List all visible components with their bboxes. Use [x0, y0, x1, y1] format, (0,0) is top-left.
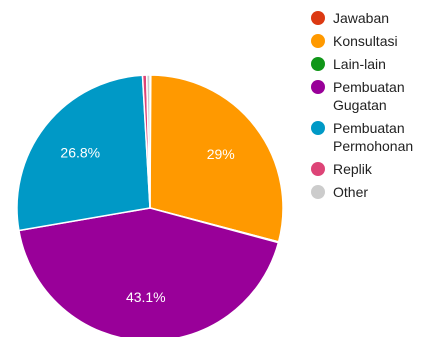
- slice-label-pembuatan-permohonan: 26.8%: [60, 145, 100, 161]
- legend-label-replik[interactable]: Replik: [333, 161, 373, 177]
- pie-slice-konsultasi[interactable]: [149, 74, 284, 243]
- pie-slice-other[interactable]: [145, 74, 151, 209]
- legend-label-other[interactable]: Other: [333, 184, 368, 200]
- legend-swatch-konsultasi: [311, 34, 325, 48]
- legend-swatch-replik: [311, 162, 325, 176]
- legend-label-jawaban[interactable]: Jawaban: [333, 10, 389, 26]
- legend-label-konsultasi[interactable]: Konsultasi: [333, 33, 398, 49]
- legend-swatch-pembuatan-permohonan: [311, 121, 325, 135]
- legend-label-pembuatan-permohonan[interactable]: Pembuatan Permohonan: [333, 120, 413, 154]
- legend-swatch-jawaban: [311, 11, 325, 25]
- legend-label-lain-lain[interactable]: Lain-lain: [333, 56, 386, 72]
- legend-label-pembuatan-gugatan[interactable]: Pembuatan Gugatan: [333, 79, 405, 113]
- pie-slice-labels: 29% 43.1% 26.8%: [60, 145, 234, 306]
- pie-slice-pembuatan-permohonan[interactable]: [16, 74, 151, 232]
- pie-slices: [16, 74, 284, 337]
- legend-swatch-pembuatan-gugatan: [311, 80, 325, 94]
- pie-slice-pembuatan-gugatan[interactable]: [18, 207, 280, 337]
- legend-swatch-lain-lain: [311, 57, 325, 71]
- legend-swatch-other: [311, 185, 325, 199]
- legend: Jawaban Konsultasi Lain-lain Pembuatan Gugat…: [311, 10, 413, 200]
- slice-label-pembuatan-gugatan: 43.1%: [126, 289, 166, 305]
- slice-label-konsultasi: 29%: [207, 146, 235, 162]
